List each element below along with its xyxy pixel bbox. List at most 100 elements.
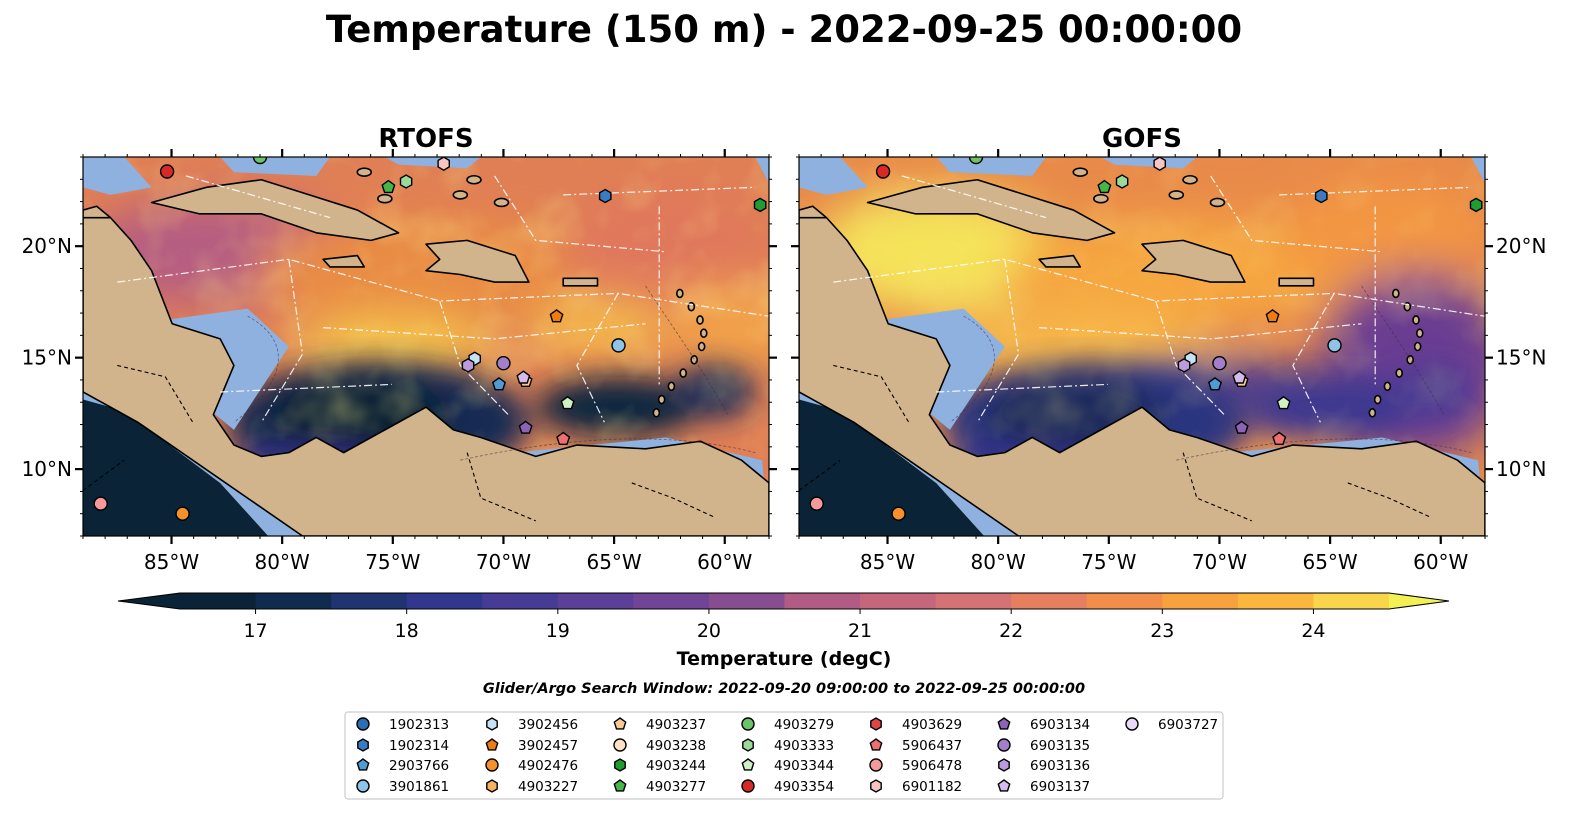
colorbar-segment: [860, 593, 937, 609]
legend-marker-3901861: [356, 779, 370, 793]
legend-marker-4903333: [742, 738, 754, 752]
legend-label: 5906478: [902, 758, 962, 774]
legend-marker-4903227: [486, 779, 498, 793]
x-tick-label: 75°W: [1081, 550, 1136, 574]
y-tick-label: 15°N: [1496, 346, 1546, 370]
legend-label: 4903237: [646, 717, 706, 733]
platform-marker-6903136: [1177, 358, 1191, 373]
colorbar-extend-min: [118, 593, 180, 609]
legend-marker-4903279: [741, 717, 755, 731]
platform-marker-4903354: [159, 164, 175, 179]
legend-label: 6903727: [1158, 717, 1218, 733]
colorbar-segment: [255, 593, 332, 609]
legend-marker-6903134: [997, 717, 1011, 730]
map-field-rtofs: [83, 157, 769, 536]
platform-marker-6903136: [461, 358, 475, 373]
legend-label: 6901182: [902, 779, 962, 795]
legend-marker-6903137: [997, 779, 1011, 792]
colorbar-segment: [1086, 593, 1163, 609]
y-tick-label: 20°N: [22, 234, 72, 258]
y-tick-label: 15°N: [22, 346, 72, 370]
legend-label: 4903629: [902, 717, 962, 733]
y-tick-label: 10°N: [1496, 457, 1546, 481]
colorbar-tick-label: 22: [999, 620, 1023, 642]
legend-marker-3902457: [485, 738, 499, 751]
legend-marker-4903244: [614, 758, 626, 772]
legend-marker-6903136: [998, 758, 1010, 772]
map-field-gofs: [799, 157, 1485, 536]
platform-markers: [809, 157, 1483, 521]
colorbar-segment: [1162, 593, 1239, 609]
platform-marker-3902457: [549, 309, 564, 323]
platform-marker-4903279: [252, 157, 268, 165]
colorbar-segment: [482, 593, 559, 609]
platform-marker-5906437: [1272, 431, 1287, 445]
colorbar-segment: [1313, 593, 1390, 609]
colorbar: Temperature (degC) 17 18 19 20 21 22 23 24: [117, 592, 1450, 670]
platform-marker-4903354: [875, 164, 891, 179]
legend-label: 6903137: [1030, 779, 1090, 795]
platform-marker-6901182: [1153, 157, 1166, 172]
legend-marker-6901182: [870, 779, 882, 793]
legend-marker-4903629: [870, 717, 882, 731]
colorbar-segment: [708, 593, 785, 609]
colorbar-outline: [117, 592, 1450, 610]
platform-marker-4903344: [560, 395, 575, 410]
legend-label: 4903354: [774, 779, 834, 795]
platform-marker-4903277: [381, 179, 396, 194]
legend-label: 4902476: [518, 758, 578, 774]
colorbar-tick-label: 18: [395, 620, 419, 642]
platform-marker-6903134: [518, 420, 533, 434]
legend-marker-4903354: [741, 779, 755, 793]
x-tick-label: 85°W: [144, 550, 199, 574]
legend-label: 2903766: [389, 758, 449, 774]
platform-marker-4902476: [175, 506, 190, 521]
legend-marker-3902456: [486, 717, 498, 731]
platform-marker-4903344: [1276, 395, 1291, 410]
platform-marker-6903135: [1212, 356, 1227, 371]
platform-marker-6903135: [496, 356, 511, 371]
legend-marker-1902313: [356, 717, 370, 731]
y-tick-label: 20°N: [1496, 234, 1546, 258]
colorbar-segment: [557, 593, 634, 609]
platform-marker-4903277: [1097, 179, 1112, 194]
legend-marker-1902314: [357, 738, 369, 752]
colorbar-segment: [633, 593, 710, 609]
figure-title: Temperature (150 m) - 2022-09-25 00:00:0…: [326, 8, 1242, 51]
legend-label: 5906437: [902, 738, 962, 754]
x-tick-label: 70°W: [476, 550, 531, 574]
legend-label: 4903344: [774, 758, 834, 774]
legend-label: 3902456: [518, 717, 578, 733]
y-tick-label: 10°N: [22, 457, 72, 481]
legend-label: 6903135: [1030, 738, 1090, 754]
colorbar-label: Temperature (degC): [677, 648, 892, 670]
legend-frame: [344, 711, 1224, 800]
colorbar-segment: [331, 593, 408, 609]
legend-label: 3902457: [518, 738, 578, 754]
legend-label: 4903238: [646, 738, 706, 754]
colorbar-segment: [935, 593, 1012, 609]
legend-marker-4903277: [613, 779, 627, 792]
colorbar-tick-label: 20: [697, 620, 721, 642]
legend-marker-4903238: [613, 738, 627, 752]
map-frame: [82, 156, 770, 537]
platform-marker-2903766: [491, 377, 507, 391]
legend-label: 4903279: [774, 717, 834, 733]
platform-marker-5906478: [809, 496, 824, 511]
colorbar-tick-label: 17: [243, 620, 267, 642]
platform-marker-6903134: [1234, 420, 1249, 434]
legend-label: 1902314: [389, 738, 449, 754]
colorbar-segment: [784, 593, 861, 609]
legend-marker-5906437: [869, 738, 883, 751]
platform-marker-1902314: [598, 188, 612, 204]
panel-title-rtofs: RTOFS: [378, 124, 473, 154]
panel-title-gofs: GOFS: [1102, 124, 1182, 154]
x-tick-label: 65°W: [586, 550, 641, 574]
legend-label: 4903244: [646, 758, 706, 774]
colorbar-segment: [406, 593, 483, 609]
legend-label: 1902313: [389, 717, 449, 733]
legend-marker-2903766: [356, 758, 370, 771]
legend-label: 6903134: [1030, 717, 1090, 733]
colorbar-tick-label: 21: [848, 620, 872, 642]
